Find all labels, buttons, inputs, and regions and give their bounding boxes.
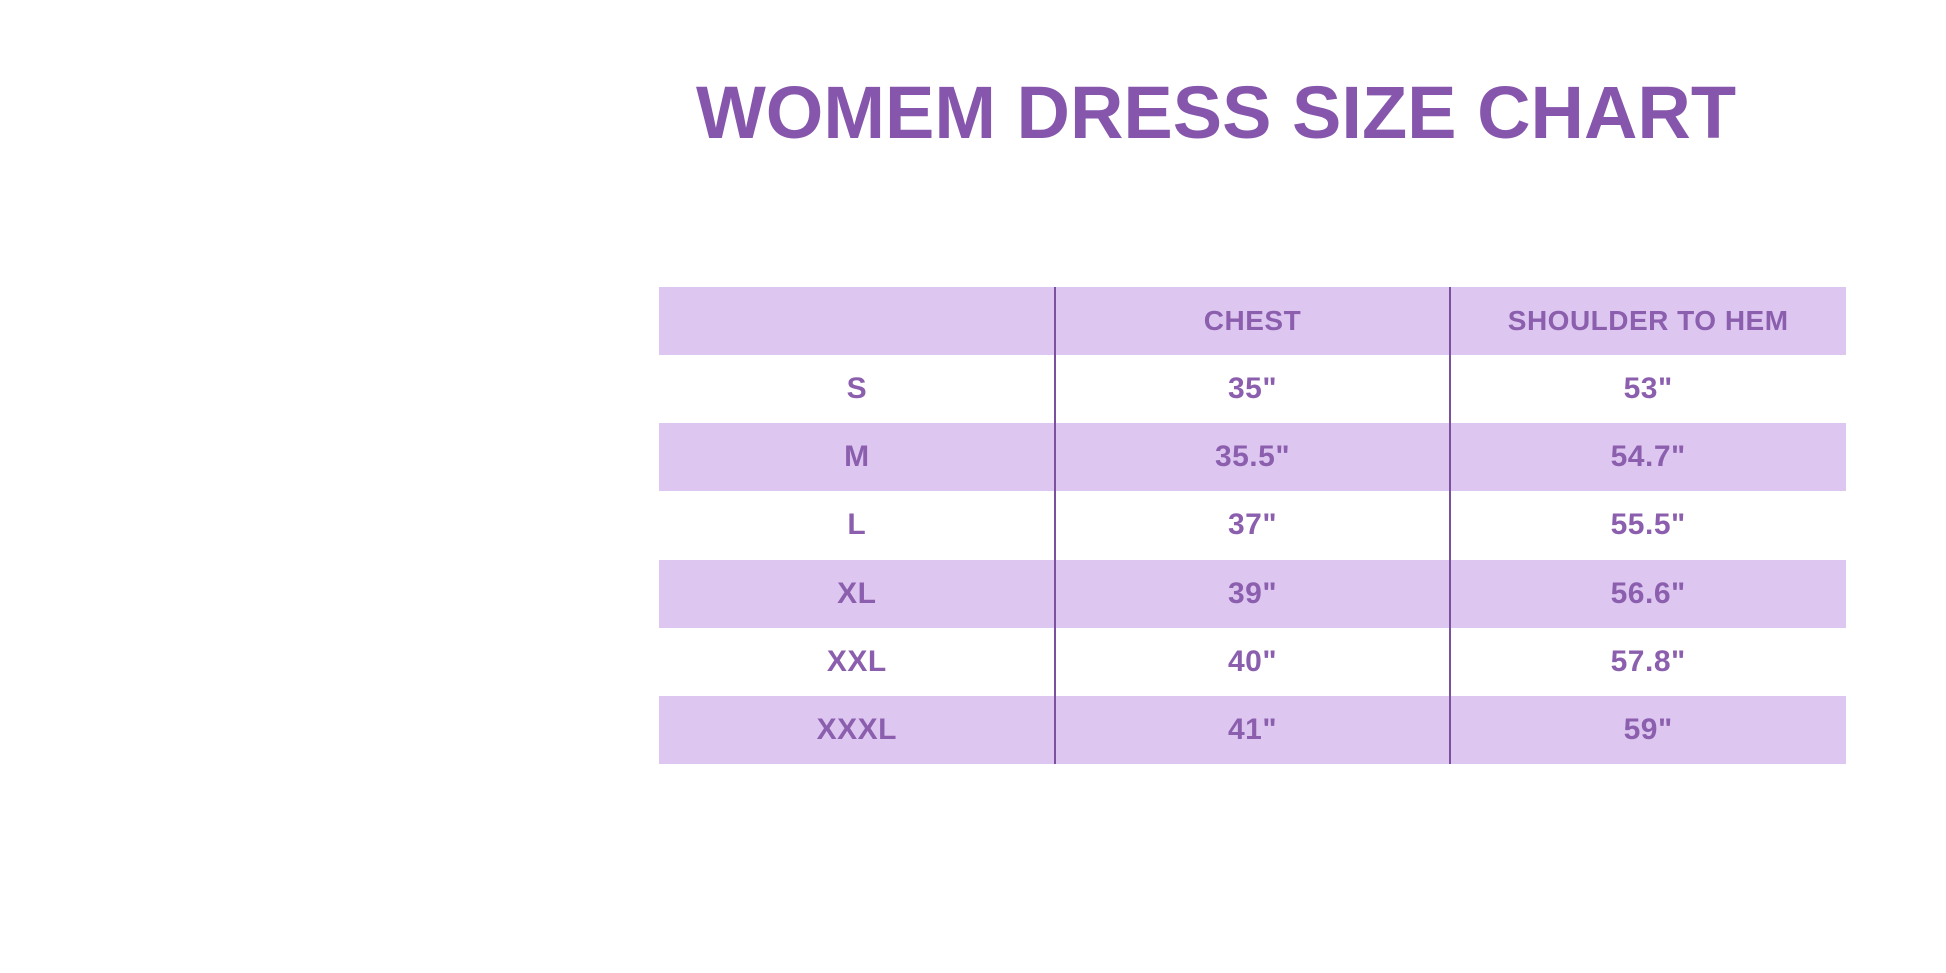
- cell-size: XXXL: [816, 712, 898, 746]
- cell-shoulder-to-hem: 57.8": [1610, 644, 1686, 678]
- table-row: M 35.5" 54.7": [659, 423, 1846, 492]
- cell-chest: 35.5": [1214, 440, 1291, 474]
- cell-size: XXL: [826, 644, 887, 678]
- header-cell-chest: CHEST: [1203, 305, 1302, 337]
- table-header-row: CHEST SHOULDER TO HEM: [659, 287, 1846, 356]
- cell-shoulder-to-hem: 54.7": [1610, 440, 1686, 474]
- cell-chest: 39": [1227, 576, 1278, 610]
- cell-shoulder-to-hem: 59": [1623, 712, 1673, 746]
- cell-shoulder-to-hem: 53": [1623, 372, 1673, 406]
- cell-chest: 37": [1227, 508, 1278, 542]
- header-cell-size: [659, 287, 1055, 355]
- size-chart-table: CHEST SHOULDER TO HEM S 35" 53" M 35.5" …: [659, 287, 1846, 764]
- column-divider: [1054, 287, 1056, 764]
- cell-size: M: [844, 440, 870, 474]
- table-row: XXL 40" 57.8": [659, 627, 1846, 696]
- header-cell-shoulder-to-hem: SHOULDER TO HEM: [1507, 305, 1789, 337]
- table-row: L 37" 55.5": [659, 491, 1846, 560]
- cell-size: S: [846, 372, 868, 406]
- cell-size: XL: [837, 576, 877, 610]
- cell-shoulder-to-hem: 56.6": [1610, 576, 1686, 610]
- cell-chest: 40": [1227, 644, 1278, 678]
- table-row: XXXL 41" 59": [659, 695, 1846, 764]
- column-divider: [1449, 287, 1451, 764]
- cell-size: L: [847, 508, 867, 542]
- cell-chest: 35": [1227, 372, 1278, 406]
- table-row: S 35" 53": [659, 355, 1846, 424]
- cell-chest: 41": [1227, 712, 1278, 746]
- cell-shoulder-to-hem: 55.5": [1610, 508, 1686, 542]
- table-row: XL 39" 56.6": [659, 559, 1846, 628]
- page-title: WOMEM DRESS SIZE CHART: [695, 71, 1737, 154]
